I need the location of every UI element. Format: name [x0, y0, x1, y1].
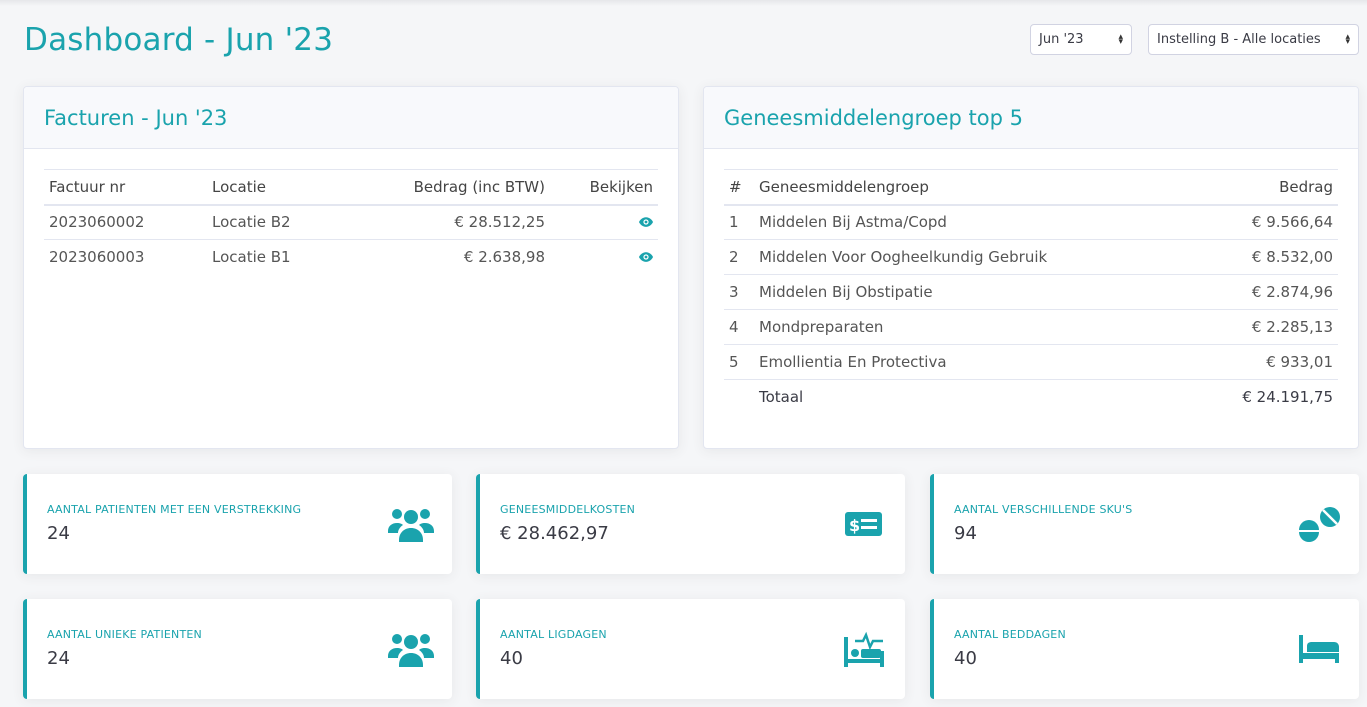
stat-card-patients-dispensed: Aantal patienten met een verstrekking 24 [23, 474, 452, 574]
eye-icon[interactable] [639, 248, 653, 266]
rank: 4 [724, 309, 754, 345]
stat-value: 24 [47, 648, 70, 669]
page-title: Dashboard - Jun '23 [24, 22, 334, 58]
stat-card-bed-days: Aantal beddagen 40 [930, 599, 1359, 699]
pills-icon [1295, 504, 1341, 544]
invoice-amount: € 2.638,98 [463, 248, 545, 267]
table-row: 3 Middelen Bij Obstipatie € 2.874,96 [724, 274, 1338, 310]
group: Mondpreparaten [754, 309, 1191, 345]
stat-label: Aantal ligdagen [500, 628, 607, 641]
group: Middelen Voor Oogheelkundig Gebruik [754, 239, 1191, 275]
eye-icon[interactable] [639, 213, 653, 231]
table-row: 1 Middelen Bij Astma/Copd € 9.566,64 [724, 204, 1338, 240]
stat-label: Geneesmiddelkosten [500, 503, 636, 516]
users-icon [388, 629, 434, 669]
select-caret-icon: ▴ ▾ [1345, 31, 1350, 47]
col-amount: Bedrag (inc BTW) [337, 169, 550, 206]
invoice-location: Locatie B1 [212, 248, 291, 267]
table-row: 2023060003 Locatie B1 € 2.638,98 [44, 240, 658, 275]
total-label: Totaal [759, 388, 804, 407]
stat-label: Aantal verschillende SKU's [954, 503, 1133, 516]
stat-label: Aantal unieke patienten [47, 628, 202, 641]
invoices-table: Factuur nr Locatie Bedrag (inc BTW) Beki… [44, 169, 658, 275]
bed-icon [1295, 629, 1341, 669]
table-row: 2023060002 Locatie B2 € 28.512,25 [44, 204, 658, 240]
invoice-location: Locatie B2 [207, 204, 337, 240]
amount: € 933,01 [1190, 344, 1338, 380]
stat-value: 40 [500, 648, 523, 669]
amount: € 2.874,96 [1190, 274, 1338, 310]
invoices-card: Facturen - Jun '23 Factuur nr Locatie Be… [23, 86, 679, 449]
rank: 1 [724, 204, 754, 240]
top-bar-shadow [0, 0, 1367, 6]
amount: € 9.566,64 [1190, 204, 1338, 240]
total-amount: € 24.191,75 [1242, 388, 1333, 407]
users-icon [388, 504, 434, 544]
rank: 5 [724, 344, 754, 380]
rank: 3 [724, 274, 754, 310]
invoices-card-title: Facturen - Jun '23 [24, 87, 678, 149]
col-amount: Bedrag [1190, 169, 1338, 206]
table-row: 2 Middelen Voor Oogheelkundig Gebruik € … [724, 239, 1338, 275]
select-caret-icon: ▴ ▾ [1118, 31, 1123, 47]
amount: € 2.285,13 [1190, 309, 1338, 345]
col-group: Geneesmiddelengroep [754, 169, 1191, 206]
stat-label: Aantal patienten met een verstrekking [47, 503, 302, 516]
top5-card: Geneesmiddelengroep top 5 # Geneesmiddel… [703, 86, 1359, 449]
top5-table: # Geneesmiddelengroep Bedrag 1 Middelen … [724, 169, 1338, 415]
group: Middelen Bij Astma/Copd [754, 204, 1191, 240]
total-row: Totaal € 24.191,75 [724, 380, 1338, 415]
col-view: Bekijken [550, 169, 658, 206]
table-row: 4 Mondpreparaten € 2.285,13 [724, 309, 1338, 345]
stat-value: 24 [47, 523, 70, 544]
col-location: Locatie [207, 169, 337, 206]
stat-value: € 28.462,97 [500, 523, 609, 544]
invoice-nr: 2023060003 [49, 248, 145, 267]
invoice-amount: € 28.512,25 [337, 204, 550, 240]
stat-card-unique-patients: Aantal unieke patienten 24 [23, 599, 452, 699]
stat-value: 94 [954, 523, 977, 544]
stat-card-sku-count: Aantal verschillende SKU's 94 [930, 474, 1359, 574]
group: Emollientia En Protectiva [754, 344, 1191, 380]
stat-card-drug-costs: Geneesmiddelkosten € 28.462,97 $ [476, 474, 905, 574]
group: Middelen Bij Obstipatie [754, 274, 1191, 310]
col-rank: # [724, 169, 754, 206]
money-bill-icon: $ [841, 504, 887, 544]
col-invoice-nr: Factuur nr [44, 169, 207, 206]
top5-card-title: Geneesmiddelengroep top 5 [704, 87, 1358, 149]
stat-label: Aantal beddagen [954, 628, 1066, 641]
stat-card-lying-days: Aantal ligdagen 40 [476, 599, 905, 699]
month-select[interactable]: Jun '23 ▴ ▾ [1030, 24, 1132, 55]
invoice-nr: 2023060002 [44, 204, 207, 240]
stat-value: 40 [954, 648, 977, 669]
rank: 2 [724, 239, 754, 275]
month-select-value: Jun '23 [1039, 32, 1084, 47]
amount: € 8.532,00 [1190, 239, 1338, 275]
location-select-value: Instelling B - Alle locaties [1157, 32, 1321, 47]
svg-text:$: $ [849, 516, 860, 535]
table-row: 5 Emollientia En Protectiva € 933,01 [724, 344, 1338, 380]
location-select[interactable]: Instelling B - Alle locaties ▴ ▾ [1148, 24, 1359, 55]
procedures-icon [841, 629, 887, 669]
